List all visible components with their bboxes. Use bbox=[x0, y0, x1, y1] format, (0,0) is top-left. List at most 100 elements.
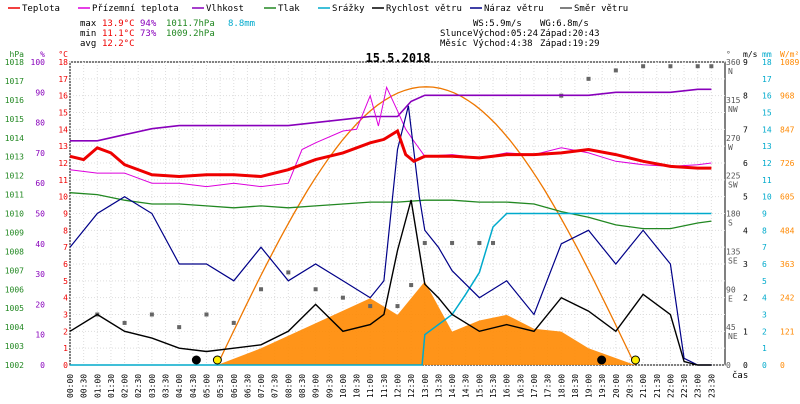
axis-tick-label: 15 bbox=[762, 109, 772, 118]
moon-label: Měsíc bbox=[440, 39, 467, 49]
sun-moon-marker bbox=[191, 355, 201, 365]
axis-tick-label: 0 bbox=[726, 361, 731, 370]
axis-tick-label: 1006 bbox=[5, 285, 24, 294]
axis-tick-label: 315 bbox=[726, 96, 741, 105]
x-tick-label: 06:30 bbox=[243, 374, 252, 398]
stat-value: 12.2°C bbox=[102, 39, 135, 49]
axis-tick-label: 10 bbox=[35, 331, 45, 340]
x-tick-label: 22:00 bbox=[666, 374, 675, 398]
axis-tick-label: 605 bbox=[780, 193, 795, 202]
axis-unit: W/m² bbox=[780, 50, 799, 59]
axis-tick-label: 242 bbox=[780, 294, 795, 303]
x-tick-label: 07:00 bbox=[257, 374, 266, 398]
axis-tick-label: 60 bbox=[35, 179, 45, 188]
axis-tick-label: 0 bbox=[780, 361, 785, 370]
axis-tick-label: 8 bbox=[743, 92, 748, 101]
sun-arc bbox=[216, 86, 636, 366]
axis-tick-label: 6 bbox=[63, 260, 68, 269]
axis-tick-label: 1015 bbox=[5, 115, 24, 124]
x-tick-label: 09:30 bbox=[325, 374, 334, 398]
x-tick-label: 19:30 bbox=[598, 374, 607, 398]
axis-tick-label: 14 bbox=[58, 125, 68, 134]
wind-direction-point bbox=[122, 320, 127, 325]
stat-value: 8.8mm bbox=[228, 19, 255, 29]
wind-direction-point bbox=[641, 64, 646, 69]
axis-tick-label: 9 bbox=[762, 210, 767, 219]
axis-tick-label: 1017 bbox=[5, 77, 24, 86]
axis-tick-label: N bbox=[728, 67, 733, 76]
axis-tick-label: 70 bbox=[35, 149, 45, 158]
axis-tick-label: 45 bbox=[726, 323, 736, 332]
wind-wg: WG:6.8m/s bbox=[540, 19, 589, 29]
axis-tick-label: 135 bbox=[726, 247, 741, 256]
axis-tick-label: 7 bbox=[63, 243, 68, 252]
axis-tick-label: 180 bbox=[726, 210, 741, 219]
x-tick-label: 20:00 bbox=[612, 374, 621, 398]
axis-tick-label: 2 bbox=[762, 327, 767, 336]
axis-tick-label: 4 bbox=[762, 294, 767, 303]
axis-tick-label: 11 bbox=[762, 176, 772, 185]
stat-value: 94% bbox=[140, 19, 157, 29]
x-tick-label: 15:30 bbox=[489, 374, 498, 398]
axis-tick-label: 50 bbox=[35, 210, 45, 219]
x-tick-label: 07:30 bbox=[271, 374, 280, 398]
x-tick-label: 03:00 bbox=[148, 374, 157, 398]
axis-tick-label: 5 bbox=[743, 193, 748, 202]
axis-tick-label: 100 bbox=[31, 58, 46, 67]
legend-label: Teplota bbox=[22, 4, 60, 14]
sun-rise: Východ:05:24 bbox=[473, 29, 538, 39]
x-tick-label: 08:30 bbox=[298, 374, 307, 398]
axis-tick-label: 5 bbox=[762, 277, 767, 286]
axis-tick-label: S bbox=[728, 219, 733, 228]
axis-tick-label: 1008 bbox=[5, 247, 24, 256]
stat-value: 11.1°C bbox=[102, 29, 135, 39]
wind-direction-point bbox=[477, 240, 482, 245]
axis-unit: mm bbox=[762, 50, 772, 59]
chart-title: 15.5.2018 bbox=[365, 51, 430, 65]
x-tick-label: 16:30 bbox=[516, 374, 525, 398]
axis-tick-label: 1089 bbox=[780, 58, 799, 67]
axis-unit: °C bbox=[58, 50, 68, 59]
axis-tick-label: 17 bbox=[58, 75, 68, 84]
legend-label: Přízemní teplota bbox=[92, 4, 179, 14]
axis-tick-label: 12 bbox=[58, 159, 68, 168]
axis-tick-label: 90 bbox=[35, 88, 45, 97]
wind-direction-point bbox=[231, 320, 236, 325]
axis-tick-label: 1018 bbox=[5, 58, 24, 67]
x-tick-label: 23:30 bbox=[707, 374, 716, 398]
axis-tick-label: 1016 bbox=[5, 96, 24, 105]
legend-label: Srážky bbox=[332, 4, 365, 14]
axis-unit: hPa bbox=[10, 50, 25, 59]
axis-tick-label: 1 bbox=[63, 344, 68, 353]
axis-tick-label: 3 bbox=[63, 311, 68, 320]
axis-tick-label: 1004 bbox=[5, 323, 24, 332]
stat-value: min bbox=[80, 29, 96, 39]
axis-tick-label: 0 bbox=[63, 361, 68, 370]
x-tick-label: 17:00 bbox=[530, 374, 539, 398]
axis-tick-label: 1010 bbox=[5, 210, 24, 219]
x-tick-label: 03:30 bbox=[162, 374, 171, 398]
wind-direction-point bbox=[286, 270, 291, 275]
x-axis-label: čas bbox=[732, 370, 748, 381]
series-line bbox=[70, 88, 712, 142]
axis-tick-label: 1012 bbox=[5, 172, 24, 181]
wind-direction-point bbox=[586, 76, 591, 81]
wind-direction-point bbox=[491, 240, 496, 245]
legend-label: Rychlost větru bbox=[386, 4, 462, 14]
x-tick-label: 10:30 bbox=[353, 374, 362, 398]
sun-set: Západ:20:43 bbox=[540, 29, 600, 39]
stat-value: 73% bbox=[140, 29, 157, 39]
axis-tick-label: 6 bbox=[762, 260, 767, 269]
axis-unit: % bbox=[40, 50, 45, 59]
wind-direction-point bbox=[695, 64, 700, 69]
axis-tick-label: 484 bbox=[780, 226, 795, 235]
x-tick-label: 15:00 bbox=[475, 374, 484, 398]
x-tick-label: 02:30 bbox=[134, 374, 143, 398]
axis-unit: m/s bbox=[743, 50, 758, 59]
axis-tick-label: 13 bbox=[762, 142, 772, 151]
axis-tick-label: 0 bbox=[40, 361, 45, 370]
wind-direction-point bbox=[177, 325, 182, 330]
axis-tick-label: 5 bbox=[63, 277, 68, 286]
axis-tick-label: 1013 bbox=[5, 153, 24, 162]
